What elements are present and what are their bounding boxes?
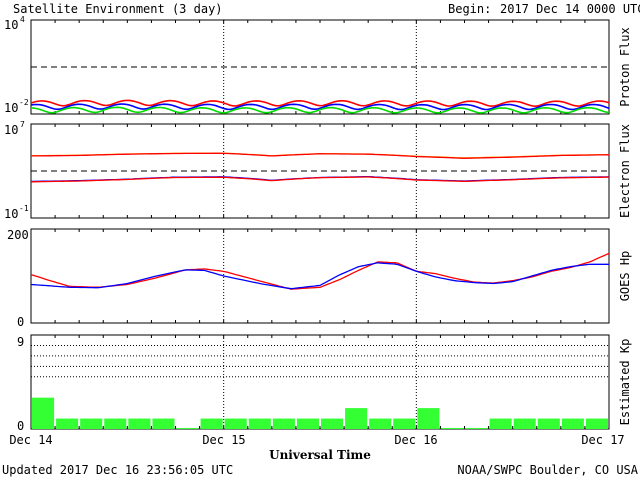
- hp-series-1: [30, 262, 609, 290]
- kp-bar: [128, 418, 151, 429]
- proton-y-bottom-base: 10: [4, 101, 18, 115]
- hp-y-top: 200: [7, 228, 29, 242]
- proton-y-top-base: 10: [4, 18, 18, 32]
- estimated-kp-panel: 9 0 Estimated Kp: [17, 334, 632, 433]
- kp-y-bottom: 0: [17, 419, 24, 433]
- x-tick-dec15: Dec 15: [202, 433, 245, 447]
- proton-y-top-exp: 4: [20, 15, 25, 24]
- kp-bar: [513, 418, 536, 429]
- proton-flux-panel: 10 4 10 -2 Proton Flux: [4, 15, 632, 115]
- kp-bar: [345, 408, 368, 429]
- electron-y-top-exp: 7: [20, 120, 25, 129]
- kp-bar: [80, 418, 103, 429]
- electron-flux-ylabel: Electron Flux: [618, 124, 632, 218]
- kp-bar: [441, 427, 464, 429]
- goes-hp-ylabel: GOES Hp: [618, 251, 632, 302]
- kp-bar: [393, 418, 416, 429]
- kp-bar: [200, 418, 223, 429]
- x-axis-label: Universal Time: [269, 448, 371, 462]
- kp-bar: [32, 397, 55, 429]
- kp-bar: [152, 418, 175, 429]
- electron-series-3: [31, 176, 610, 183]
- goes-hp-frame: [30, 228, 610, 324]
- proton-flux-ylabel: Proton Flux: [618, 27, 632, 106]
- kp-bar: [489, 418, 512, 429]
- kp-bar: [296, 418, 319, 429]
- electron-flux-panel: 10 7 10 -1 Electron Flux: [4, 120, 632, 221]
- hp-series-0: [30, 252, 610, 290]
- kp-bar: [537, 418, 560, 429]
- kp-bar: [272, 418, 295, 429]
- kp-bar: [321, 418, 344, 429]
- kp-bar: [224, 418, 247, 429]
- hp-y-bottom: 0: [17, 315, 24, 329]
- x-tick-dec16: Dec 16: [394, 433, 437, 447]
- x-tick-dec17: Dec 17: [581, 433, 624, 447]
- kp-bar: [417, 408, 440, 429]
- electron-y-top-base: 10: [4, 123, 18, 137]
- kp-bar: [561, 418, 584, 429]
- kp-bar: [176, 427, 199, 429]
- proton-series-2: [30, 106, 610, 114]
- kp-y-top: 9: [17, 335, 24, 349]
- estimated-kp-ylabel: Estimated Kp: [618, 339, 632, 426]
- proton-series-1: [30, 103, 610, 111]
- electron-y-bottom-exp: -1: [19, 204, 29, 213]
- goes-hp-panel: 200 0 GOES Hp: [7, 228, 632, 329]
- plot-title: Satellite Environment (3 day): [13, 2, 223, 16]
- kp-bar: [104, 418, 127, 429]
- kp-bar: [585, 418, 608, 429]
- begin-label: Begin:: [448, 2, 491, 16]
- kp-bar: [56, 418, 79, 429]
- kp-bar: [465, 427, 488, 429]
- electron-series-1: [30, 152, 609, 159]
- proton-series-0: [30, 99, 610, 108]
- begin-value: 2017 Dec 14 0000 UTC: [500, 2, 640, 16]
- credit-text: NOAA/SWPC Boulder, CO USA: [457, 463, 638, 477]
- kp-bar: [369, 418, 392, 429]
- estimated-kp-frame: [30, 334, 610, 430]
- electron-y-bottom-base: 10: [4, 207, 18, 221]
- proton-y-bottom-exp: -2: [19, 98, 29, 107]
- kp-bar: [248, 418, 271, 429]
- x-tick-dec14: Dec 14: [9, 433, 52, 447]
- updated-timestamp: Updated 2017 Dec 16 23:56:05 UTC: [2, 463, 233, 477]
